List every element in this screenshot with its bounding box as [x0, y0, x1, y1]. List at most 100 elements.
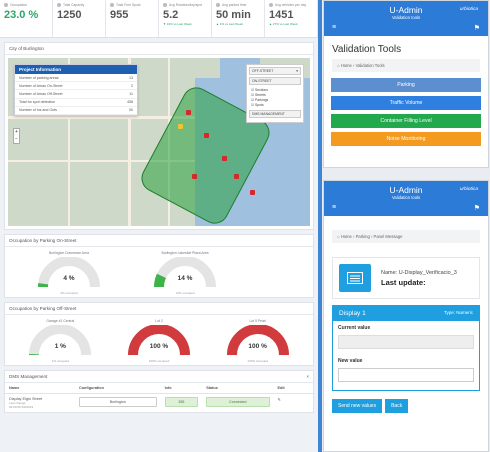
on-street-title: Occupation by Parking On-Street [9, 238, 77, 243]
gauge-fill [153, 273, 167, 288]
kpi-icon [269, 3, 273, 7]
map-layer-legend[interactable]: OFF-STREET ▾ ON-STREET ☑ Sections ☑ Street… [246, 64, 304, 123]
gauge-label: Lot 5 Pearl [249, 319, 266, 323]
layer-checkbox[interactable]: ☑ Sections [251, 87, 269, 92]
parking-pin-icon[interactable] [192, 174, 197, 179]
validation-button-noise-monitoring[interactable]: Noise Monitoring [331, 132, 481, 146]
zoom-in-button[interactable]: + [15, 129, 18, 135]
gauge-sub: 14% occupied [175, 291, 195, 295]
gauge-sub: 4% occupied [60, 291, 78, 295]
dms-status-badge: Connected [206, 397, 270, 407]
page-title: Validation Tools [332, 44, 402, 55]
column-header: Configuration [75, 383, 161, 394]
mobile-validation-screen: U-Admin Validation tools urbiotica ≡ ⚑ Va… [323, 0, 489, 168]
display-info-card: Name: U-Display_Verificacio_3 Last updat… [332, 257, 480, 299]
occupancy-gauge: Garage #1 Central 1 % 1% occupied [22, 319, 98, 363]
parking-pin-icon[interactable] [250, 190, 255, 195]
dms-management-toggle[interactable]: DMS MANAGEMENT [249, 109, 301, 118]
gauge-label: Burlington Lakeside Plaza Area [161, 251, 209, 255]
app-title: U-Admin [389, 5, 423, 15]
menu-icon[interactable]: ≡ [332, 204, 337, 211]
gauge-label: Lot 2 [155, 319, 163, 323]
gauge-sub: 100% occupied [247, 359, 268, 363]
screen-divider [318, 0, 322, 452]
kpi-label: Total Capacity [63, 3, 85, 7]
checkbox-icon: ☑ [251, 92, 255, 97]
gauge-sub: 1% occupied [51, 359, 69, 363]
kpi-trend: ▲ 4% vs Last Week [216, 22, 243, 26]
table-row: Display Elgin Street Last change: 02:00:00… [9, 397, 281, 409]
close-icon[interactable]: × [306, 374, 309, 379]
dms-configuration-field[interactable]: Burlington [79, 397, 157, 407]
project-info-row: Number of ins and Outs 50 [15, 107, 137, 115]
dashboard: Occupation 23.0 % Total Capacity 1250 Total … [0, 0, 318, 413]
on-street-panel: Occupation by Parking On-Street Burlingt… [4, 234, 314, 298]
menu-icon[interactable]: ≡ [332, 24, 337, 31]
new-value-input[interactable] [338, 368, 474, 382]
kpi-card: Avg parked time 50 min ▲ 4% vs Last Week [212, 0, 265, 37]
zoom-control[interactable]: + − [13, 128, 20, 144]
gauge-value: 14 % [177, 275, 193, 282]
off-street-title: Occupation by Parking Off-Street [9, 306, 77, 311]
validation-button-parking[interactable]: Parking [331, 78, 481, 92]
on-street-toggle[interactable]: ON-STREET [249, 77, 301, 85]
current-value-label: Current value [338, 325, 371, 331]
kpi-trend: ▼ 10% vs Last Week [163, 22, 192, 26]
column-header: Info [160, 383, 203, 394]
kpi-card: Avg Rotation/day/spot 5.2 ▼ 10% vs Last We… [159, 0, 212, 37]
project-info-row: Number of Areas On-Street 2 [15, 82, 137, 91]
breadcrumb-home[interactable]: Home [340, 63, 352, 68]
gauge-value: 4 % [63, 275, 75, 282]
layer-select[interactable]: OFF-STREET ▾ [249, 67, 301, 75]
edit-icon[interactable]: ✎ [277, 398, 281, 402]
kpi-label: Total Free Spots [116, 3, 141, 7]
gauge-value: 1 % [54, 343, 66, 350]
parking-pin-icon[interactable] [234, 174, 239, 179]
layer-checkbox[interactable]: ☑ Parkings [251, 97, 269, 102]
gauge-value: 100 % [248, 343, 267, 350]
city-map[interactable]: + − Project Information Number of parking… [8, 58, 310, 226]
app-header: U-Admin Validation tools urbiotica ≡ ⚑ [324, 1, 488, 36]
map-panel: City of Burlington + − Project Informatio… [4, 42, 314, 230]
layer-checkbox[interactable]: ☑ Spots [251, 103, 264, 108]
map-panel-title: City of Burlington [5, 43, 313, 55]
dms-panel: DMS Management × Name Configuration Info Sta… [4, 370, 314, 413]
kpi-icon [4, 3, 8, 7]
kpi-card: Avg vehicles per day 1451 ▲ 27% vs Last We… [265, 0, 318, 37]
zoom-out-button[interactable]: − [15, 136, 18, 142]
project-info-row: Number of Areas Off-Street 11 [15, 90, 137, 99]
kpi-card: Total Capacity 1250 [53, 0, 106, 37]
validation-button-traffic-volume[interactable]: Traffic Volume [331, 96, 481, 110]
parking-pin-icon[interactable] [186, 110, 191, 115]
display-type: Type: Numeric [443, 310, 473, 315]
dms-info-field: 355 [164, 397, 199, 407]
occupancy-gauge: Lot 5 Pearl 100 % 100% occupied [220, 319, 296, 363]
gauge-fill [127, 325, 190, 356]
kpi-label: Avg Rotation/day/spot [169, 3, 203, 7]
new-value-label: New value [338, 358, 363, 364]
app-subtitle: Validation tools [391, 15, 421, 20]
layer-checkbox[interactable]: ☑ Streets [251, 92, 266, 97]
gauge-label: Burlington Downtown Area [49, 251, 89, 255]
gauge-label: Garage #1 Central [46, 319, 75, 323]
back-button[interactable]: Back [385, 399, 409, 413]
parking-pin-icon[interactable] [222, 156, 227, 161]
send-new-values-button[interactable]: Send new values [332, 399, 383, 413]
occupancy-gauge: Lot 2 100 % 100% occupied [121, 319, 197, 363]
checkbox-icon: ☑ [251, 87, 255, 92]
off-street-panel: Occupation by Parking Off-Street Garage … [4, 302, 314, 366]
kpi-icon [163, 3, 167, 7]
checkbox-icon: ☑ [251, 97, 255, 102]
occupancy-gauge: Burlington Lakeside Plaza Area 14 % 14% oc… [147, 251, 223, 295]
urbiotica-logo: urbiotica [459, 7, 478, 12]
display-form: Display 1 Type: Numeric Current value New… [332, 305, 480, 391]
display-name: Name: U-Display_Verificacio_3 [381, 269, 457, 276]
kpi-label: Avg parked time [222, 3, 247, 7]
dms-table: Name Configuration Info Status Edit Display … [5, 383, 313, 412]
parking-pin-icon[interactable] [178, 124, 183, 129]
parking-pin-icon[interactable] [204, 133, 209, 138]
flag-icon[interactable]: ⚑ [473, 25, 480, 32]
validation-button-container-filling-level[interactable]: Container Filling Level [331, 114, 481, 128]
kpi-trend: ▲ 27% vs Last Week [269, 22, 298, 26]
flag-icon[interactable]: ⚑ [473, 205, 480, 212]
